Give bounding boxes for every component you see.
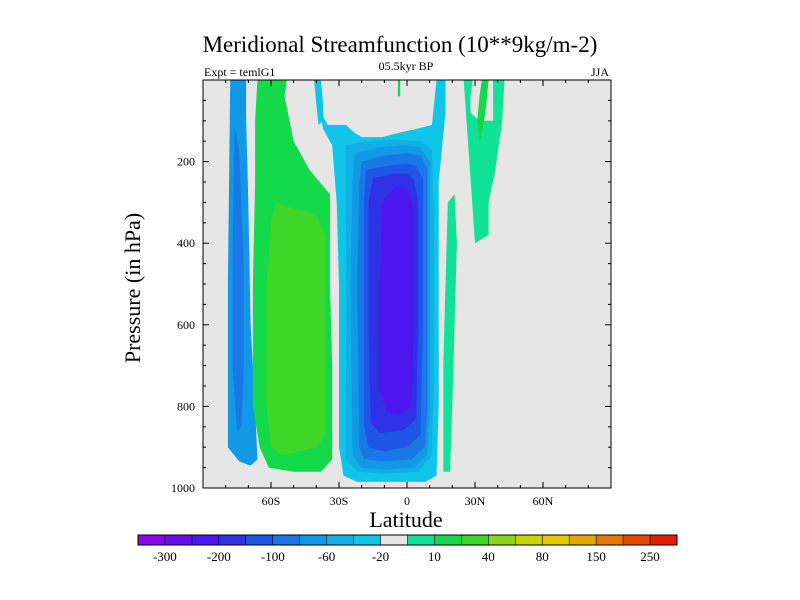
- colorbar-label: -60: [318, 549, 335, 564]
- x-axis-ticks: 60S 30S 0 30N 60N: [225, 80, 589, 508]
- colorbar-swatch: [623, 535, 651, 545]
- colorbar-swatch: [596, 535, 624, 545]
- contour-south-polar-cell-inner: [232, 124, 244, 431]
- y-axis-title: Pressure (in hPa): [120, 213, 145, 363]
- colorbar-label: 80: [536, 549, 549, 564]
- colorbar-swatch: [434, 535, 462, 545]
- y-tick-label: 1000: [171, 481, 195, 495]
- colorbar-swatch: [191, 535, 220, 545]
- y-tick-label: 800: [177, 399, 195, 413]
- contour-northern-cell-outer: [463, 80, 505, 244]
- colorbar-label: -200: [207, 549, 231, 564]
- colorbar-swatch: [650, 535, 678, 545]
- x-tick-label: 30S: [330, 494, 349, 508]
- colorbar-swatch: [380, 535, 408, 545]
- colorbar-swatch: [326, 535, 354, 545]
- colorbar-swatch: [488, 535, 516, 545]
- colorbar-swatch: [461, 535, 489, 545]
- contour-regions: [227, 80, 505, 482]
- colorbar-swatch: [218, 535, 247, 545]
- colorbar-swatch: [407, 535, 435, 545]
- x-tick-label: 30N: [465, 494, 486, 508]
- y-tick-label: 400: [177, 236, 195, 250]
- colorbar-label: -100: [261, 549, 285, 564]
- colorbar-swatch: [353, 535, 381, 545]
- y-tick-label: 200: [177, 155, 195, 169]
- contour-northern-edge-lobe: [443, 194, 457, 472]
- colorbar-swatch: [245, 535, 274, 545]
- heatmap-plot: 60S 30S 0 30N 60N 200 400 600 800 1000: [171, 79, 612, 508]
- contour-hadley-cell-l2: [379, 186, 414, 415]
- colorbar-swatch: [164, 535, 193, 545]
- x-tick-label: 60N: [533, 494, 554, 508]
- colorbar-swatch: [515, 535, 543, 545]
- x-tick-label: 60S: [262, 494, 281, 508]
- contour-upper-blob-b: [397, 80, 401, 97]
- colorbar-label: -20: [372, 549, 389, 564]
- colorbar-label: 150: [586, 549, 606, 564]
- colorbar-label: -300: [153, 549, 177, 564]
- x-tick-label: 0: [404, 494, 410, 508]
- colorbar-swatch: [569, 535, 597, 545]
- y-axis-ticks: 200 400 600 800 1000: [171, 99, 611, 495]
- colorbar-label: 40: [482, 549, 495, 564]
- colorbar-swatch: [299, 535, 328, 545]
- colorbar-labels: -300 -200 -100 -60 -20 10 40 80 150 250: [153, 549, 660, 564]
- contour-upper-blob-a: [314, 80, 324, 125]
- colorbar-swatch: [542, 535, 570, 545]
- chart-subtitle-center: 05.5kyr BP: [379, 59, 434, 73]
- contour-northern-cell-inner: [477, 80, 489, 142]
- colorbar-label: 10: [428, 549, 441, 564]
- chart-subtitle-right: JJA: [591, 65, 609, 79]
- colorbar-swatch: [138, 535, 166, 545]
- colorbar-swatch: [272, 535, 301, 545]
- x-axis-title: Latitude: [369, 507, 442, 532]
- chart-subtitle-left: Expt = temlG1: [204, 65, 275, 79]
- contour-ferrel-cell-inner: [266, 202, 326, 456]
- chart-title: Meridional Streamfunction (10**9kg/m-2): [203, 32, 598, 57]
- colorbar-label: 250: [640, 549, 660, 564]
- colorbar: [137, 534, 678, 546]
- y-tick-label: 600: [177, 318, 195, 332]
